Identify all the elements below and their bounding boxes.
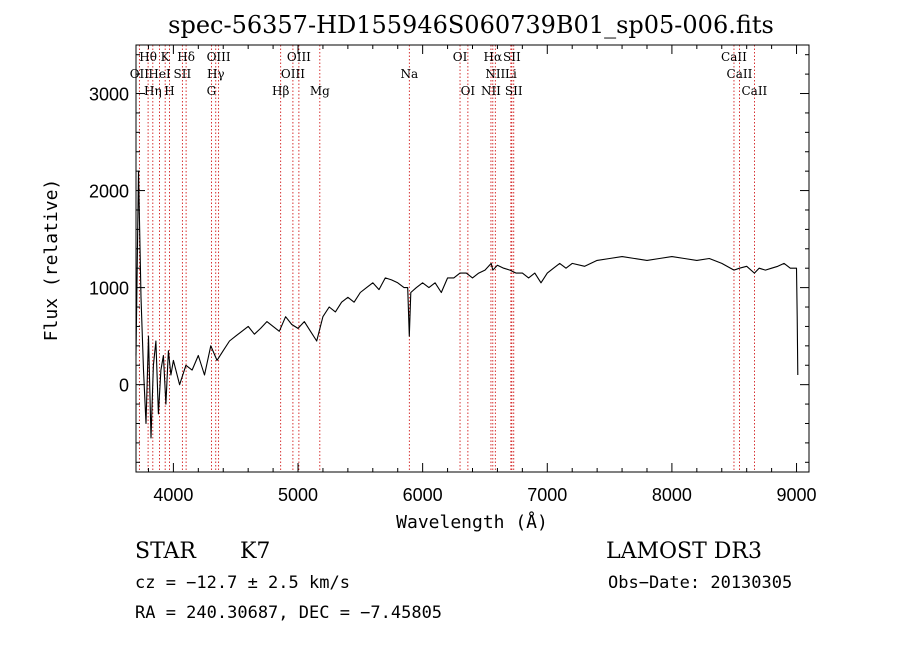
marker-label-14: Na (400, 67, 418, 81)
y-axis-label: Flux (relative) (41, 179, 62, 342)
survey-name: LAMOST DR3 (606, 539, 762, 564)
x-tick-label-5: 9000 (777, 485, 817, 505)
marker-label-0: Hθ (139, 50, 157, 64)
marker-label-4: OIII (287, 50, 311, 64)
marker-label-17: CaII (727, 67, 753, 81)
x-tick-label-0: 4000 (153, 485, 193, 505)
marker-label-26: CaII (741, 84, 767, 98)
marker-label-22: Mg (310, 84, 330, 98)
marker-label-2: Hδ (177, 50, 195, 64)
marker-label-11: SII (174, 67, 192, 81)
chart-title: spec-56357-HD155946S060739B01_sp05-006.f… (168, 11, 774, 39)
x-tick-label-3: 7000 (527, 485, 567, 505)
marker-label-8: CaII (721, 50, 747, 64)
marker-label-21: Hβ (272, 84, 289, 98)
marker-label-10: HeI (148, 67, 171, 81)
y-tick-label-0: 0 (119, 376, 129, 396)
marker-label-6: Hα (484, 50, 503, 64)
marker-label-20: G (207, 84, 217, 98)
marker-label-16: Li (505, 67, 517, 81)
marker-label-24: NII (481, 84, 501, 98)
y-tick-label-1: 1000 (89, 279, 129, 299)
x-axis-label: Wavelength (Å) (396, 511, 548, 533)
x-axis: 4000 5000 6000 7000 8000 9000 (147, 45, 817, 505)
x-tick-label-1: 5000 (278, 485, 318, 505)
line-markers (138, 45, 755, 472)
coordinates: RA = 240.30687, DEC = −7.45805 (135, 603, 443, 623)
marker-label-18: Hη (144, 84, 162, 98)
observation-date: Obs−Date: 20130305 (608, 573, 793, 593)
flux-series-line (135, 170, 799, 439)
marker-label-7: SII (503, 50, 521, 64)
marker-label-5: OI (453, 50, 468, 64)
y-tick-label-3: 3000 (89, 85, 129, 105)
object-class: STAR (135, 539, 196, 564)
marker-label-25: SII (505, 84, 523, 98)
marker-label-15: NII (485, 67, 505, 81)
marker-label-12: Hγ (207, 67, 225, 81)
marker-label-1: K (161, 50, 171, 64)
marker-label-23: OI (461, 84, 476, 98)
y-axis: 0 1000 2000 3000 (89, 54, 809, 463)
spectral-subclass: K7 (240, 539, 271, 564)
x-tick-label-2: 6000 (403, 485, 443, 505)
marker-label-3: OIII (207, 50, 231, 64)
y-tick-label-2: 2000 (89, 182, 129, 202)
marker-label-19: H (164, 84, 174, 98)
redshift-cz: cz = −12.7 ± 2.5 km/s (135, 573, 350, 593)
x-tick-label-4: 8000 (652, 485, 692, 505)
marker-label-13: OIII (281, 67, 305, 81)
